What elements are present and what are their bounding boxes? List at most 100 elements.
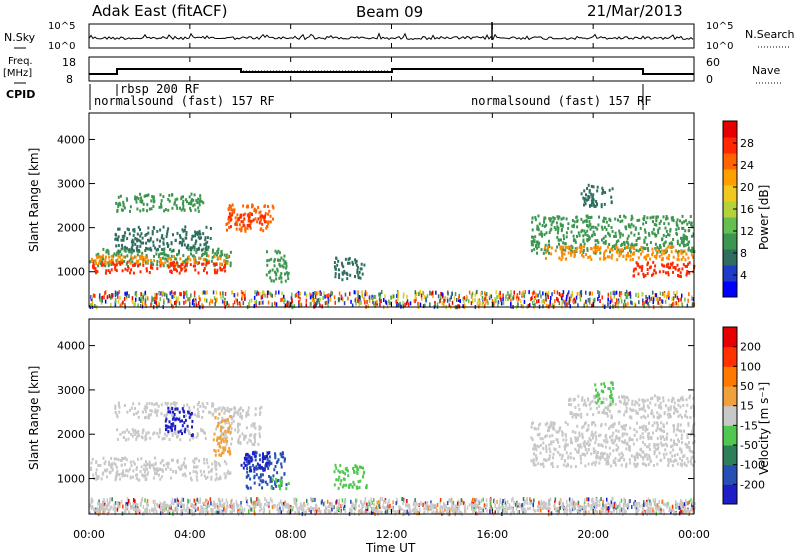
echo-pixel: [141, 296, 143, 301]
echo-pixel: [110, 295, 112, 300]
echo-pixel: [285, 271, 288, 275]
echo-pixel: [648, 295, 651, 300]
echo-pixel: [595, 199, 598, 203]
echo-pixel: [545, 295, 547, 300]
echo-pixel: [614, 231, 617, 235]
echo-pixel: [562, 241, 565, 245]
echo-pixel: [141, 497, 144, 501]
echo-pixel: [649, 298, 651, 303]
echo-pixel: [152, 204, 155, 208]
echo-pixel: [135, 468, 138, 471]
echo-pixel: [665, 215, 668, 218]
echo-pixel: [625, 447, 628, 451]
echo-pixel: [148, 509, 151, 514]
echo-pixel: [600, 451, 603, 455]
beam-title: Beam 09: [356, 3, 423, 21]
echo-pixel: [278, 262, 281, 266]
echo-pixel: [659, 459, 662, 462]
echo-pixel: [230, 416, 233, 420]
echo-pixel: [182, 461, 185, 465]
echo-pixel: [144, 416, 146, 420]
echo-pixel: [337, 469, 340, 473]
echo-pixel: [573, 300, 575, 305]
echo-pixel: [140, 292, 142, 297]
echo-pixel: [106, 468, 109, 472]
echo-pixel: [533, 290, 535, 295]
echo-pixel: [532, 458, 535, 462]
echo-pixel: [224, 262, 227, 266]
echo-pixel: [645, 257, 648, 261]
echo-pixel: [312, 295, 314, 300]
echo-pixel: [571, 290, 573, 295]
echo-pixel: [532, 235, 535, 239]
echo-pixel: [259, 210, 262, 214]
echo-pixel: [528, 290, 530, 295]
echo-pixel: [668, 233, 671, 237]
echo-pixel: [210, 477, 213, 481]
echo-pixel: [616, 251, 619, 255]
echo-pixel: [197, 235, 200, 239]
echo-pixel: [116, 437, 119, 441]
echo-pixel: [257, 291, 260, 296]
echo-pixel: [362, 475, 365, 479]
echo-pixel: [168, 511, 171, 515]
echo-pixel: [204, 437, 207, 440]
echo-pixel: [148, 460, 151, 464]
echo-pixel: [254, 450, 257, 454]
echo-pixel: [179, 419, 182, 423]
echo-pixel: [603, 255, 605, 259]
echo-pixel: [203, 474, 206, 478]
echo-pixel: [184, 225, 187, 229]
echo-pixel: [189, 476, 192, 480]
echo-pixel: [570, 294, 572, 299]
echo-pixel: [604, 191, 607, 195]
echo-pixel: [126, 291, 128, 296]
echo-pixel: [403, 509, 405, 513]
echo-pixel: [599, 246, 602, 250]
echo-pixel: [166, 510, 169, 514]
echo-pixel: [645, 294, 647, 299]
echo-pixel: [223, 259, 226, 263]
echo-pixel: [216, 268, 219, 272]
echo-pixel: [180, 467, 183, 471]
echo-pixel: [124, 505, 127, 510]
echo-pixel: [653, 442, 656, 446]
echo-pixel: [683, 461, 686, 465]
echo-pixel: [274, 249, 277, 253]
echo-pixel: [193, 293, 196, 298]
echo-pixel: [567, 222, 570, 226]
echo-pixel: [156, 409, 159, 413]
echo-pixel: [173, 254, 176, 258]
echo-pixel: [131, 475, 134, 479]
echo-pixel: [279, 484, 282, 487]
echo-pixel: [678, 511, 681, 516]
echo-pixel: [654, 264, 657, 268]
echo-pixel: [192, 436, 195, 440]
echo-pixel: [638, 300, 640, 305]
echo-pixel: [605, 228, 608, 232]
echo-pixel: [205, 261, 208, 265]
echo-pixel: [218, 501, 221, 506]
echo-pixel: [181, 202, 184, 205]
echo-pixel: [569, 297, 572, 302]
echo-pixel: [637, 232, 640, 236]
echo-pixel: [144, 290, 147, 295]
echo-pixel: [256, 220, 259, 224]
echo-pixel: [676, 232, 678, 236]
echo-pixel: [341, 470, 344, 473]
echo-pixel: [226, 254, 229, 258]
echo-pixel: [196, 478, 199, 482]
echo-pixel: [148, 271, 151, 274]
echo-pixel: [435, 290, 437, 295]
echo-pixel: [352, 480, 355, 484]
echo-pixel: [103, 501, 106, 506]
echo-pixel: [656, 436, 659, 440]
echo-pixel: [359, 301, 361, 306]
echo-pixel: [565, 217, 568, 221]
echo-pixel: [425, 298, 427, 303]
echo-pixel: [173, 413, 176, 416]
echo-pixel: [568, 297, 571, 302]
echo-pixel: [667, 262, 670, 266]
echo-pixel: [118, 501, 121, 506]
echo-pixel: [384, 510, 387, 515]
